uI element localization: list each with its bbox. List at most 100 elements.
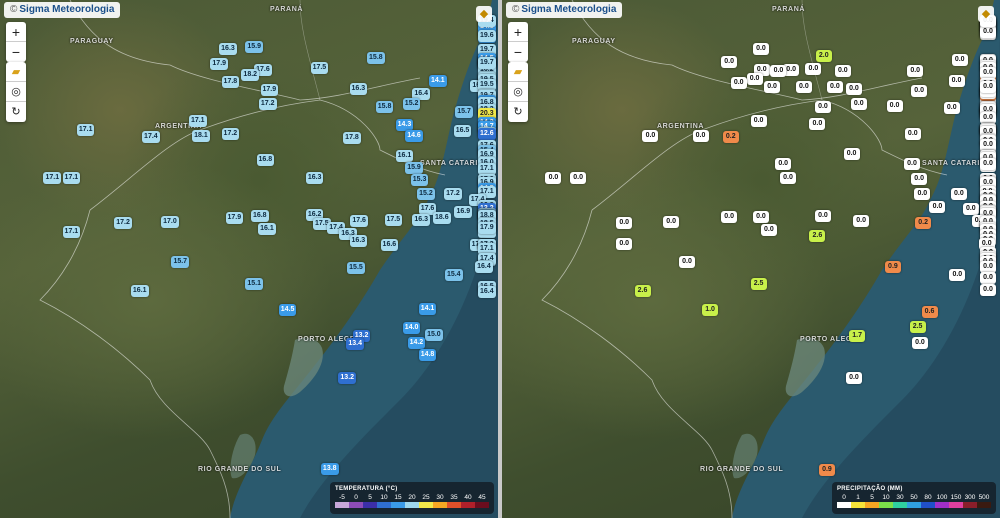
precipitation-station-marker[interactable]: 0.0 — [886, 99, 903, 112]
precipitation-station-marker[interactable]: 0.0 — [980, 260, 996, 273]
precipitation-station-marker[interactable]: 0.0 — [616, 216, 633, 229]
temperature-station-marker[interactable]: 17.2 — [258, 97, 277, 110]
precipitation-station-marker[interactable]: 0.0 — [826, 80, 843, 93]
temperature-station-marker[interactable]: 19.7 — [478, 56, 496, 69]
temperature-map-panel[interactable]: PARAGUAY PARANÁ ARGENTINA SANTA CATARINA… — [0, 0, 498, 518]
precipitation-station-marker[interactable]: 0.0 — [951, 54, 968, 67]
precipitation-station-marker[interactable]: 0.0 — [980, 25, 996, 38]
precipitation-station-marker[interactable]: 1.0 — [702, 303, 719, 316]
temperature-station-marker[interactable]: 17.6 — [418, 202, 437, 215]
precipitation-station-marker[interactable]: 0.0 — [814, 100, 831, 113]
precipitation-station-marker[interactable]: 0.0 — [914, 187, 931, 200]
precipitation-station-marker[interactable]: 0.0 — [911, 337, 928, 350]
precipitation-station-marker[interactable]: 0.2 — [915, 217, 932, 230]
temperature-station-marker[interactable]: 12.6 — [478, 127, 496, 140]
precipitation-station-marker[interactable]: 0.0 — [809, 118, 826, 131]
precipitation-station-marker[interactable]: 0.0 — [911, 84, 928, 97]
temperature-station-marker[interactable]: 17.2 — [444, 188, 462, 201]
precipitation-station-marker[interactable]: 0.0 — [642, 130, 659, 143]
precipitation-station-marker[interactable]: 0.0 — [746, 72, 763, 85]
precipitation-station-marker[interactable]: 0.0 — [760, 224, 777, 237]
precipitation-station-marker[interactable]: 0.0 — [752, 42, 769, 55]
temperature-station-marker[interactable]: 14.2 — [407, 336, 426, 349]
temperature-station-marker[interactable]: 15.8 — [375, 100, 394, 113]
temperature-station-marker[interactable]: 16.3 — [349, 234, 368, 247]
precipitation-station-marker[interactable]: 0.0 — [980, 138, 996, 151]
temperature-station-marker[interactable]: 15.8 — [367, 52, 385, 65]
temperature-station-marker[interactable]: 17.5 — [384, 214, 403, 227]
temperature-station-marker[interactable]: 15.0 — [425, 329, 443, 342]
precipitation-station-marker[interactable]: 0.6 — [921, 306, 938, 319]
precipitation-station-marker[interactable]: 0.0 — [775, 158, 792, 171]
refresh-icon[interactable]: ↻ — [11, 106, 21, 118]
precipitation-station-marker[interactable]: 2.5 — [750, 278, 767, 291]
locate-icon[interactable]: ◎ — [6, 82, 26, 102]
temperature-station-marker[interactable]: 16.2 — [305, 209, 324, 222]
precipitation-station-marker[interactable]: 0.0 — [843, 147, 860, 160]
temperature-station-marker[interactable]: 15.2 — [417, 188, 435, 201]
temperature-station-marker[interactable]: 14.8 — [418, 348, 437, 361]
precipitation-station-marker[interactable]: 0.0 — [845, 82, 862, 95]
precipitation-station-marker[interactable]: 0.0 — [980, 157, 996, 170]
temperature-station-marker[interactable]: 13.8 — [320, 462, 339, 475]
precipitation-station-marker[interactable]: 0.0 — [980, 80, 996, 93]
zoom-in-button[interactable]: + — [6, 22, 26, 42]
temperature-station-marker[interactable]: 17.9 — [260, 83, 279, 96]
precipitation-station-marker[interactable]: 0.0 — [795, 80, 812, 93]
precipitation-station-marker[interactable]: 0.0 — [980, 271, 996, 284]
temperature-station-marker[interactable]: 17.2 — [114, 216, 132, 229]
precipitation-station-marker[interactable]: 0.0 — [752, 210, 769, 223]
temperature-station-marker[interactable]: 17.1 — [478, 243, 496, 256]
temperature-station-marker[interactable]: 20.3 — [478, 108, 496, 121]
precipitation-station-marker[interactable]: 0.0 — [943, 102, 960, 115]
temperature-station-marker[interactable]: 15.7 — [171, 256, 190, 269]
precipitation-station-marker[interactable]: 0.0 — [805, 62, 822, 75]
precipitation-station-marker[interactable]: 0.0 — [911, 172, 928, 185]
precipitation-station-marker[interactable]: 0.0 — [929, 201, 946, 214]
precipitation-station-marker[interactable]: 0.2 — [722, 130, 739, 143]
folder-icon[interactable]: ▰ — [508, 62, 528, 82]
temperature-station-marker[interactable]: 15.1 — [245, 277, 264, 290]
temperature-station-marker[interactable]: 18.1 — [192, 129, 210, 142]
temperature-station-marker[interactable]: 16.3 — [219, 42, 237, 55]
temperature-station-marker[interactable]: 16.3 — [412, 213, 430, 226]
temperature-station-marker[interactable]: 14.0 — [402, 321, 421, 334]
temperature-station-marker[interactable]: 13.2 — [338, 372, 357, 385]
temperature-station-marker[interactable]: 16.1 — [258, 222, 276, 235]
precipitation-station-marker[interactable]: 0.0 — [750, 114, 767, 127]
precipitation-station-marker[interactable]: 0.0 — [948, 75, 965, 88]
temperature-station-marker[interactable]: 17.2 — [221, 128, 240, 141]
precipitation-station-marker[interactable]: 0.0 — [764, 80, 781, 93]
precipitation-station-marker[interactable]: 0.0 — [730, 76, 747, 89]
temperature-station-marker[interactable]: 17.9 — [210, 57, 229, 70]
temperature-station-marker[interactable]: 13.4 — [346, 338, 364, 351]
temperature-station-marker[interactable]: 15.2 — [402, 97, 421, 110]
precipitation-station-marker[interactable]: 0.9 — [818, 463, 835, 476]
temperature-station-marker[interactable]: 17.4 — [142, 131, 160, 144]
precipitation-station-marker[interactable]: 0.0 — [980, 112, 996, 125]
folder-icon[interactable]: ▰ — [6, 62, 26, 82]
precipitation-station-marker[interactable]: 0.0 — [834, 64, 851, 77]
precipitation-station-marker[interactable]: 0.0 — [779, 172, 796, 185]
zoom-in-button[interactable]: + — [508, 22, 528, 42]
precipitation-station-marker[interactable]: 0.0 — [980, 283, 996, 296]
temperature-station-marker[interactable]: 17.1 — [43, 171, 62, 184]
temperature-station-marker[interactable]: 15.4 — [444, 268, 463, 281]
precipitation-station-marker[interactable]: 0.0 — [850, 97, 867, 110]
zoom-out-button[interactable]: − — [513, 44, 523, 60]
temperature-station-marker[interactable]: 14.5 — [278, 304, 297, 317]
temperature-station-marker[interactable]: 17.9 — [478, 221, 496, 234]
precipitation-station-marker[interactable]: 0.9 — [884, 260, 901, 273]
precipitation-station-marker[interactable]: 2.5 — [909, 320, 926, 333]
temperature-station-marker[interactable]: 16.1 — [130, 285, 149, 298]
temperature-station-marker[interactable]: 17.1 — [478, 162, 496, 175]
temperature-station-marker[interactable]: 18.2 — [241, 69, 260, 82]
precipitation-station-marker[interactable]: 0.0 — [949, 269, 966, 282]
precipitation-station-marker[interactable]: 0.0 — [679, 256, 696, 269]
zoom-out-button[interactable]: − — [11, 44, 21, 60]
temperature-station-marker[interactable]: 16.4 — [478, 285, 496, 298]
precipitation-station-marker[interactable]: 0.0 — [770, 65, 787, 78]
temperature-station-marker[interactable]: 17.6 — [350, 215, 368, 228]
temperature-station-marker[interactable]: 15.5 — [347, 261, 365, 274]
temperature-station-marker[interactable]: 16.4 — [412, 88, 430, 101]
